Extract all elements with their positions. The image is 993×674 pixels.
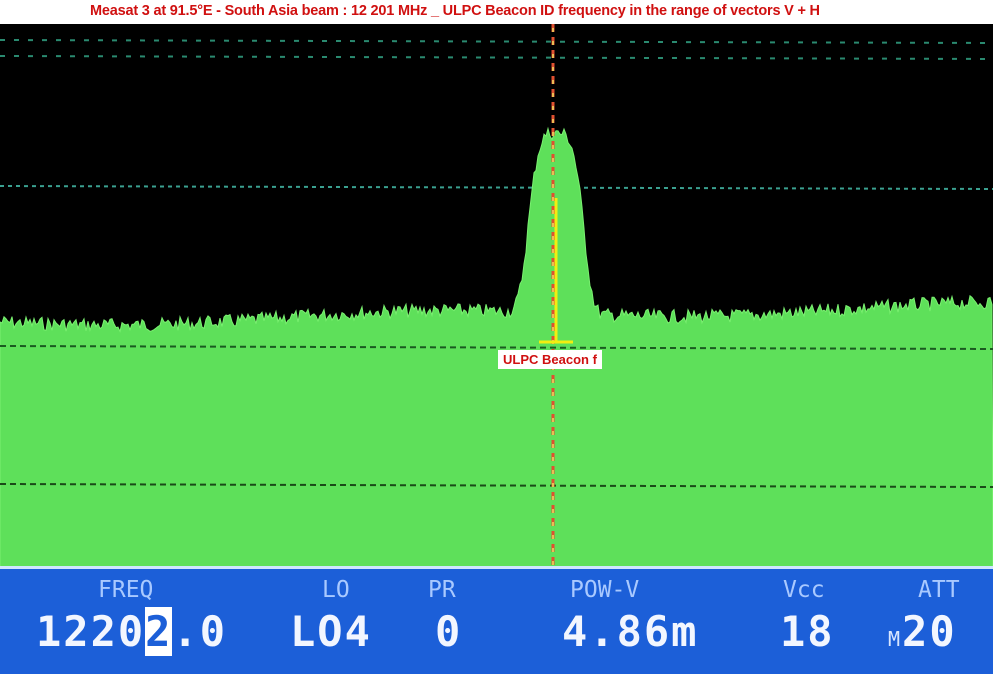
spectrum-display <box>0 24 993 568</box>
freq-label: FREQ <box>98 577 154 603</box>
freq-digits: 1220 <box>36 607 146 656</box>
grid-line <box>0 39 993 44</box>
freq-cursor-digit[interactable]: 2 <box>145 607 173 656</box>
grid-line <box>0 185 993 190</box>
freq-value[interactable]: 12202.0 <box>36 607 227 656</box>
pr-label: PR <box>428 577 456 603</box>
grid-lines <box>0 39 993 190</box>
vcc-label: Vcc <box>783 577 825 603</box>
spectrum-trace <box>0 126 993 568</box>
pow-label: POW-V <box>570 577 640 603</box>
freq-decimal: .0 <box>172 607 228 656</box>
beacon-annotation: ULPC Beacon f <box>498 350 602 369</box>
pow-value: 4.86m <box>562 607 699 656</box>
lo-value: LO4 <box>290 607 372 656</box>
att-label: ATT <box>918 577 960 603</box>
grid-lines-overlay <box>0 345 993 488</box>
status-bar: FREQ 12202.0 LO LO4 PR 0 POW-V 4.86m Vcc… <box>0 566 993 674</box>
title-text: Measat 3 at 91.5°E - South Asia beam : 1… <box>90 3 820 19</box>
att-number: 20 <box>902 607 957 656</box>
grid-line <box>0 55 993 60</box>
att-value: M20 <box>888 607 957 656</box>
lo-label: LO <box>322 577 350 603</box>
pr-value: 0 <box>435 607 463 656</box>
vcc-value: 18 <box>780 607 835 656</box>
grid-line <box>0 483 993 488</box>
title-bar: Measat 3 at 91.5°E - South Asia beam : 1… <box>0 0 993 24</box>
grid-line <box>0 345 993 350</box>
att-prefix: M <box>888 627 903 651</box>
